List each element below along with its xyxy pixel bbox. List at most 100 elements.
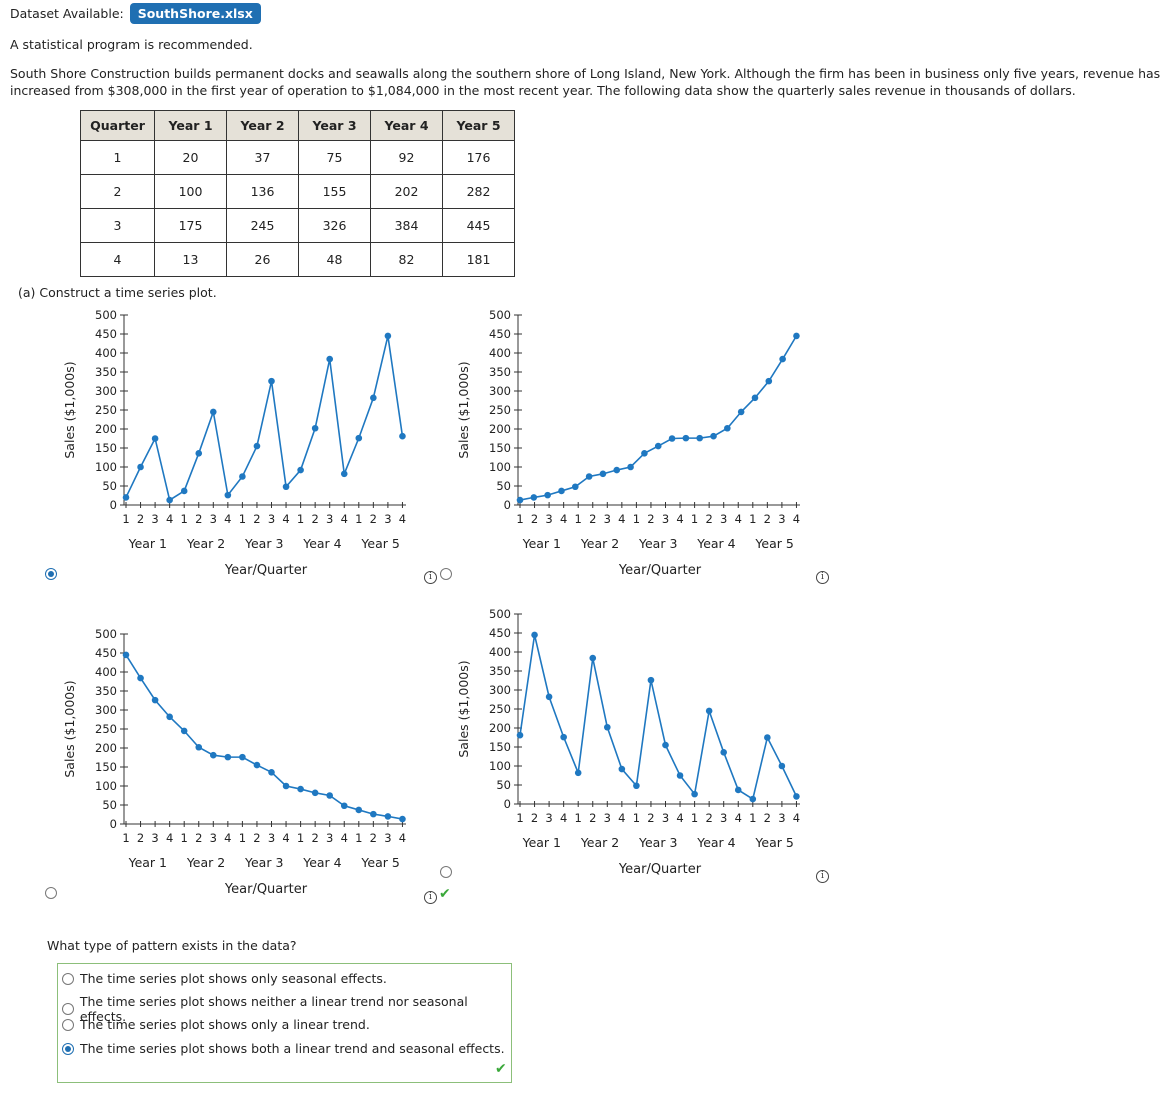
x-tick-label: 1 <box>297 831 304 845</box>
chart-option-3-radio[interactable] <box>45 887 57 899</box>
x-tick-label: 4 <box>676 512 683 526</box>
data-point <box>737 408 745 416</box>
chart-option-4-radio[interactable] <box>440 866 452 878</box>
y-tick-label: 0 <box>110 817 117 831</box>
series-line <box>125 335 404 502</box>
y-axis-label: Sales ($1,000s) <box>456 660 471 757</box>
data-point <box>253 442 261 450</box>
x-tick-label: 3 <box>268 512 275 526</box>
answer-radio[interactable] <box>62 1042 74 1055</box>
data-point <box>720 749 727 756</box>
x-tick-label: 2 <box>764 811 771 825</box>
dataset-label: Dataset Available: <box>10 5 124 21</box>
year-label: Year 3 <box>244 536 283 551</box>
y-tick-label: 200 <box>489 422 511 436</box>
data-point <box>239 473 246 480</box>
y-tick-label: 250 <box>489 403 511 417</box>
table-header: Year 3 <box>298 110 371 141</box>
y-tick-label: 300 <box>489 384 511 398</box>
data-point <box>530 494 538 501</box>
x-tick-label: 1 <box>749 512 756 526</box>
answer-label: The time series plot shows both a linear… <box>80 1041 505 1056</box>
table-cell: 92 <box>370 140 443 175</box>
y-tick-label: 150 <box>489 441 511 455</box>
answer-label: The time series plot shows only seasonal… <box>80 971 387 986</box>
data-point <box>384 813 392 820</box>
chart-option-2-radio[interactable] <box>440 568 452 580</box>
x-tick-label: 1 <box>575 811 582 825</box>
y-tick-label: 100 <box>95 779 117 793</box>
data-point <box>710 432 717 440</box>
x-tick-label: 4 <box>166 831 173 845</box>
x-tick-label: 2 <box>531 512 538 526</box>
x-tick-label: 3 <box>604 811 611 825</box>
year-label: Year 5 <box>360 855 399 870</box>
x-tick-label: 1 <box>633 512 640 526</box>
data-point <box>613 466 621 474</box>
answer-radio[interactable] <box>62 972 74 985</box>
x-tick-label: 1 <box>355 831 362 845</box>
table-row: 2 100 136 155 202 282 <box>80 174 515 209</box>
y-tick-label: 100 <box>489 460 511 474</box>
info-icon[interactable]: i <box>816 870 829 883</box>
x-tick-label: 3 <box>662 811 669 825</box>
info-icon[interactable]: i <box>424 571 437 584</box>
data-point <box>137 463 144 471</box>
x-tick-label: 3 <box>326 512 333 526</box>
chart-option-1-radio[interactable] <box>45 568 57 580</box>
x-tick-label: 4 <box>341 512 348 526</box>
x-tick-label: 1 <box>749 811 756 825</box>
data-point <box>166 496 173 504</box>
x-tick-label: 2 <box>195 831 202 845</box>
table-cell: 100 <box>154 174 227 209</box>
y-tick-label: 350 <box>95 684 117 698</box>
y-tick-label: 300 <box>489 683 511 697</box>
answer-option[interactable]: The time series plot shows only seasonal… <box>62 971 387 986</box>
x-tick-label: 2 <box>705 811 712 825</box>
x-tick-label: 2 <box>370 831 377 845</box>
year-label: Year 3 <box>638 536 677 551</box>
answer-option[interactable]: The time series plot shows only a linear… <box>62 1017 370 1032</box>
y-tick-label: 250 <box>95 722 117 736</box>
data-point <box>195 743 203 751</box>
answer-radio[interactable] <box>62 1018 74 1031</box>
checkmark-icon: ✔ <box>495 1061 507 1077</box>
data-point <box>793 332 800 340</box>
x-tick-label: 1 <box>122 512 129 526</box>
y-tick-label: 50 <box>102 479 117 493</box>
answer-option[interactable]: The time series plot shows neither a lin… <box>62 994 511 1024</box>
table-cell: 175 <box>154 208 227 243</box>
x-tick-label: 4 <box>166 512 173 526</box>
data-point <box>340 802 348 810</box>
table-cell: 282 <box>442 174 515 209</box>
y-tick-label: 250 <box>95 403 117 417</box>
table-cell: 155 <box>298 174 371 209</box>
x-tick-label: 2 <box>705 512 712 526</box>
answer-radio[interactable] <box>62 1003 74 1015</box>
part-a-label: (a) Construct a time series plot. <box>18 285 217 300</box>
data-point <box>571 483 579 491</box>
data-point <box>516 731 524 739</box>
data-point <box>370 394 377 402</box>
x-tick-label: 3 <box>268 831 275 845</box>
x-tick-label: 4 <box>399 512 406 526</box>
x-tick-label: 4 <box>560 811 567 825</box>
data-point <box>749 795 757 803</box>
x-tick-label: 2 <box>311 831 318 845</box>
y-tick-label: 100 <box>95 460 117 474</box>
data-point <box>122 494 130 501</box>
x-tick-label: 3 <box>545 811 552 825</box>
info-icon[interactable]: i <box>816 571 829 584</box>
dataset-download-button[interactable]: SouthShore.xlsx <box>129 2 261 24</box>
answer-option[interactable]: The time series plot shows both a linear… <box>62 1041 505 1056</box>
x-tick-label: 3 <box>778 512 785 526</box>
table-header: Year 1 <box>154 110 227 141</box>
info-icon[interactable]: i <box>424 891 437 904</box>
data-point <box>691 790 698 798</box>
year-label: Year 4 <box>302 536 341 551</box>
x-tick-label: 3 <box>326 831 333 845</box>
data-point <box>793 793 800 800</box>
x-tick-label: 1 <box>239 831 246 845</box>
x-tick-label: 2 <box>137 512 144 526</box>
